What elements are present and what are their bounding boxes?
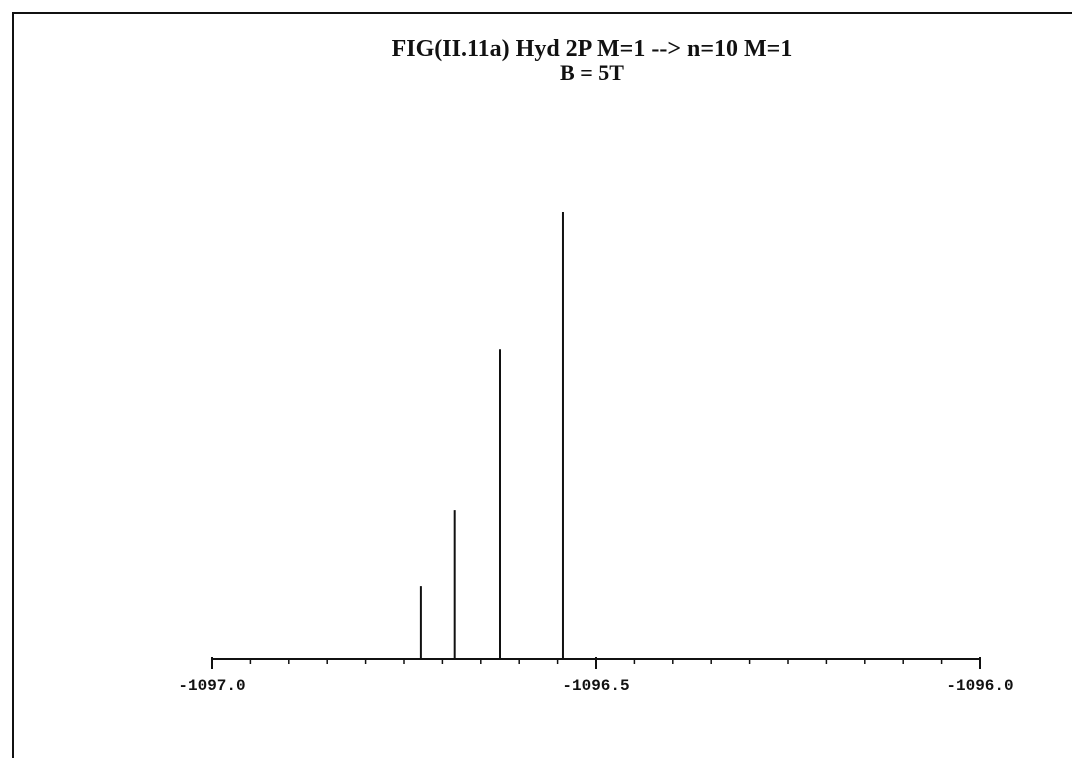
x-tick-label: -1096.0: [946, 677, 1013, 695]
chart-title: FIG(II.11a) Hyd 2P M=1 --> n=10 M=1: [392, 36, 793, 62]
x-tick-label: -1096.5: [562, 677, 629, 695]
x-tick-label: -1097.0: [178, 677, 245, 695]
x-axis-tick-labels: -1097.0 -1096.5 -1096.0: [178, 677, 1013, 695]
x-axis-ticks: [211, 657, 981, 669]
spectral-lines: [419, 212, 564, 659]
chart-subtitle: B = 5T: [560, 60, 624, 85]
figure-frame: [12, 12, 1072, 758]
